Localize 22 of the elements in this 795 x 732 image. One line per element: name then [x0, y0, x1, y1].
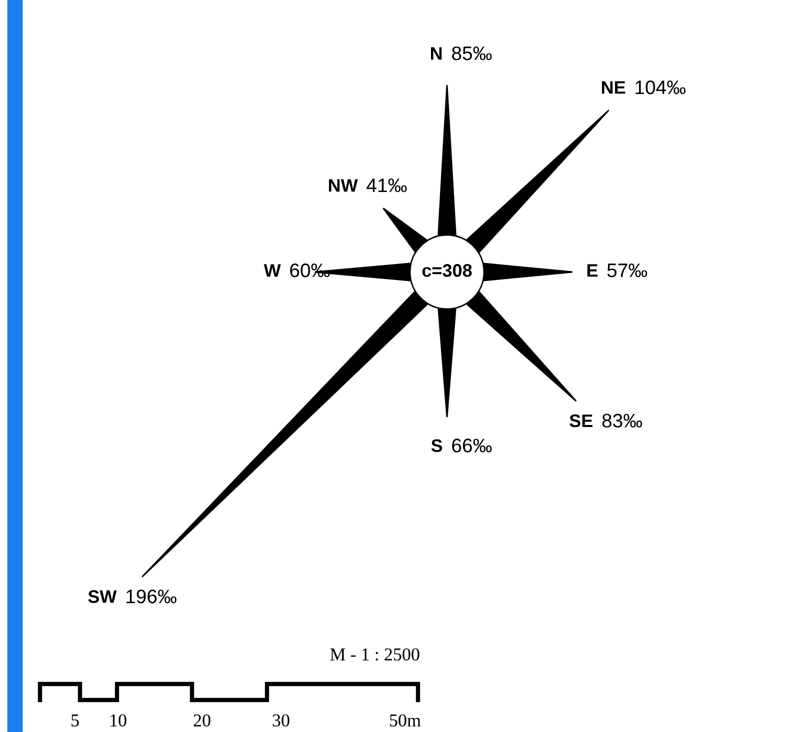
category-label: W — [264, 264, 281, 277]
text: M - 1 : 2500 — [330, 648, 420, 661]
text: 20 — [194, 714, 210, 727]
category-label: N — [431, 47, 442, 60]
data-label: 66‰ — [452, 438, 492, 452]
category-label: S — [431, 439, 442, 452]
data-label: 83‰ — [602, 414, 642, 428]
category-label: SW — [88, 590, 117, 603]
text: 5 — [72, 714, 79, 727]
text: c=308 — [422, 264, 472, 277]
category-label: E — [587, 264, 598, 277]
text: 50m — [390, 714, 421, 727]
data-label: 57‰ — [607, 264, 648, 278]
data-label: 85‰ — [452, 46, 492, 60]
category-label: NW — [328, 179, 358, 192]
data-label: 41‰ — [366, 178, 407, 192]
data-label: 104‰ — [636, 80, 686, 94]
text: 30 — [272, 714, 290, 727]
text: 10 — [110, 714, 126, 727]
category-label: SE — [570, 414, 592, 428]
category-label: NE — [602, 81, 626, 94]
data-label: 196‰ — [126, 590, 176, 604]
